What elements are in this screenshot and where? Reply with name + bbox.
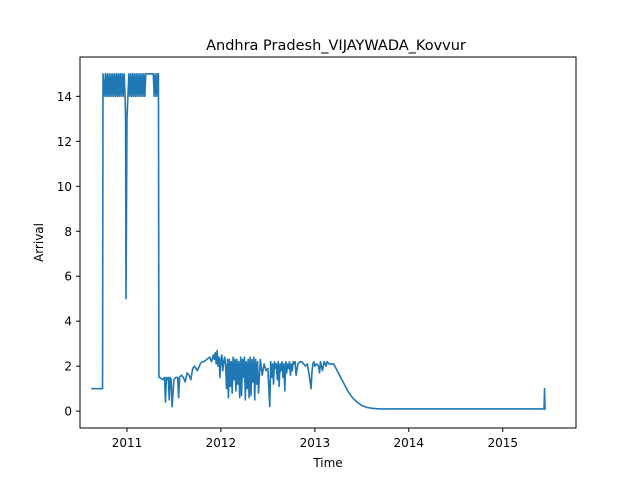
y-tick-label: 0 — [64, 405, 72, 419]
chart-title: Andhra Pradesh_VIJAYWADA_Kovvur — [206, 38, 466, 54]
y-tick-label: 2 — [64, 360, 72, 374]
y-axis: 0 2 4 6 8 10 12 14 — [57, 90, 80, 419]
x-tick-label: 2013 — [300, 436, 331, 450]
plot-area — [91, 73, 546, 410]
y-tick-label: 14 — [57, 90, 72, 104]
y-tick-label: 12 — [57, 135, 72, 149]
y-tick-label: 4 — [64, 315, 72, 329]
x-tick-label: 2011 — [112, 436, 143, 450]
x-tick-label: 2012 — [206, 436, 237, 450]
x-axis-label: Time — [312, 456, 342, 470]
axes-frame — [79, 56, 577, 429]
x-tick-label: 2015 — [487, 436, 518, 450]
y-tick-label: 6 — [64, 270, 72, 284]
y-tick-label: 10 — [57, 180, 72, 194]
x-axis: 2011 2012 2013 2014 2015 — [112, 428, 518, 450]
x-tick-label: 2014 — [394, 436, 425, 450]
y-axis-label: Arrival — [32, 223, 46, 262]
series-line — [91, 73, 546, 410]
y-tick-label: 8 — [64, 225, 72, 239]
